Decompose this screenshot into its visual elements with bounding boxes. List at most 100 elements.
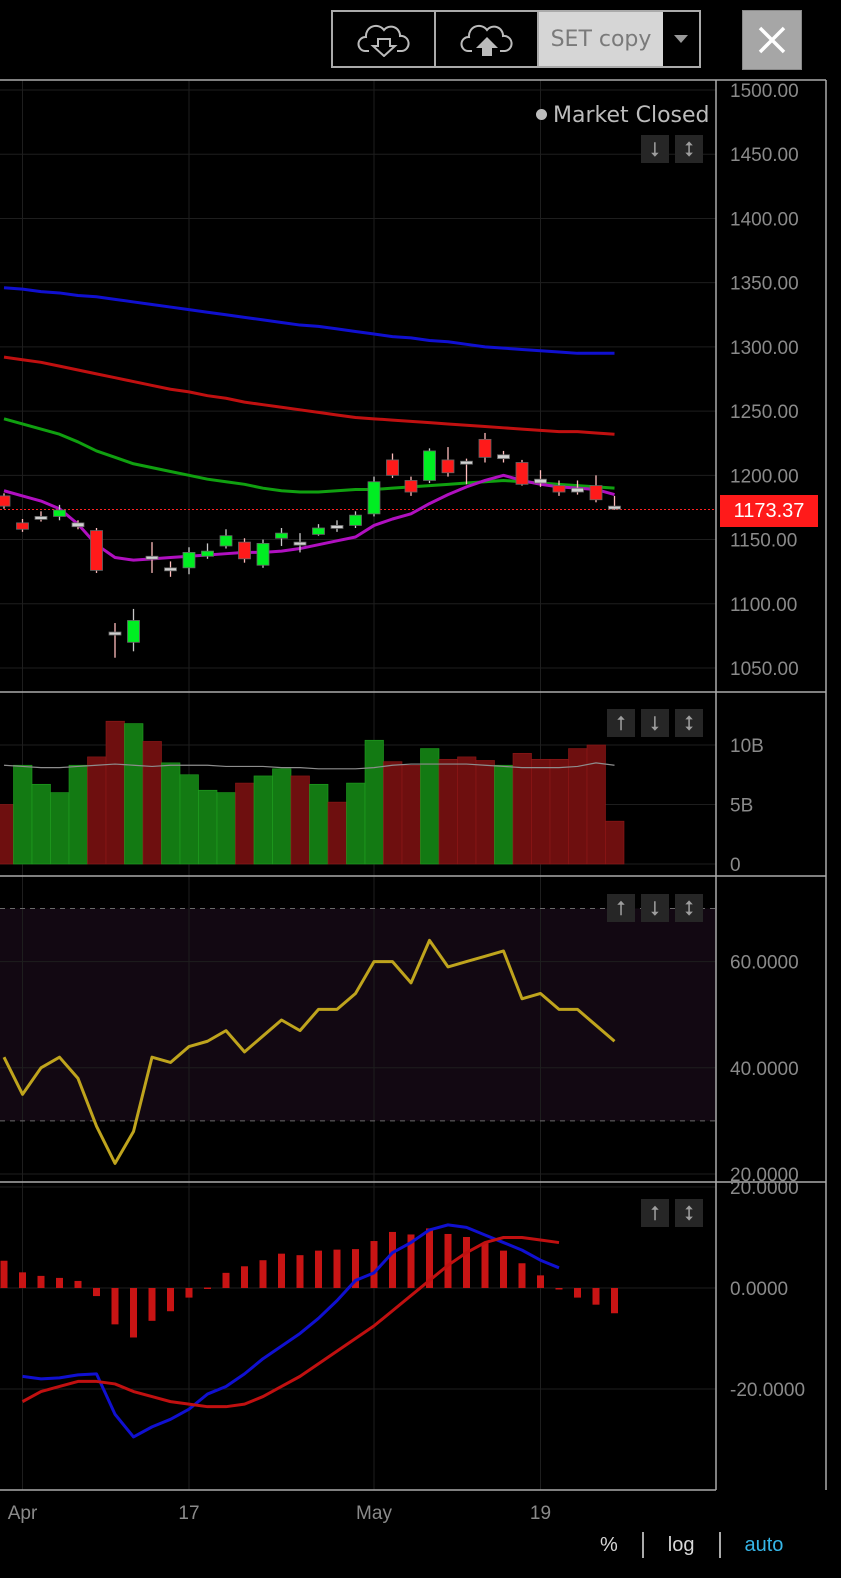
- y-tick-label: 0: [730, 855, 741, 876]
- candle-body: [219, 535, 233, 547]
- moving-average-line: [3, 473, 615, 562]
- oscillator-resize-button[interactable]: ⭥: [675, 894, 703, 922]
- macd-histogram-bar: [93, 1288, 100, 1297]
- price-pane: [0, 286, 716, 658]
- y-tick-label: 40.0000: [730, 1059, 799, 1080]
- volume-bar: [420, 748, 440, 865]
- price-resize-button[interactable]: ⭥: [675, 135, 703, 163]
- candle-body: [164, 567, 177, 572]
- volume-bar: [586, 744, 606, 865]
- set-copy-button[interactable]: SET copy: [539, 12, 663, 66]
- volume-bar: [346, 782, 366, 865]
- macd-line: [21, 1236, 560, 1409]
- volume-bar: [216, 792, 236, 865]
- candle-body: [145, 555, 159, 560]
- price-move-down-button[interactable]: ⭣: [641, 135, 669, 163]
- option-divider: [718, 1532, 721, 1558]
- macd-histogram-bar: [537, 1275, 544, 1288]
- macd-histogram-bar: [204, 1287, 211, 1289]
- y-tick-label: 0.0000: [730, 1279, 788, 1300]
- volume-bar: [327, 801, 347, 865]
- candle-body: [34, 516, 48, 520]
- macd-resize-button[interactable]: ⭥: [675, 1199, 703, 1227]
- macd-histogram-bar: [611, 1288, 618, 1314]
- volume-bar: [31, 783, 51, 865]
- volume-bar: [364, 739, 384, 865]
- moving-average-line: [3, 417, 615, 494]
- log-scale-option[interactable]: log: [667, 1533, 695, 1556]
- candle-body: [404, 480, 418, 493]
- y-tick-label: 20.0000: [730, 1178, 799, 1199]
- market-status: Market Closed: [536, 103, 710, 128]
- cloud-upload-button[interactable]: [436, 12, 539, 66]
- macd-histogram-bar: [500, 1250, 507, 1288]
- y-tick-label: -20.0000: [730, 1380, 805, 1401]
- volume-bar: [309, 783, 329, 865]
- time-axis: Apr 17 May 19: [8, 1503, 551, 1524]
- volume-bar: [198, 789, 218, 865]
- candle-body: [238, 541, 251, 560]
- oscillator-move-down-button[interactable]: ⭣: [641, 894, 669, 922]
- x-tick-label: 17: [178, 1503, 199, 1524]
- macd-histogram-bar: [352, 1249, 359, 1288]
- volume-move-down-button[interactable]: ⭣: [641, 709, 669, 737]
- candle-body: [608, 505, 621, 510]
- macd-histogram-bar: [74, 1280, 82, 1288]
- candle-body: [349, 514, 362, 526]
- oscillator-pane: [2, 938, 616, 1165]
- candle-body: [423, 450, 436, 481]
- volume-average-line: [3, 762, 615, 770]
- macd-histogram-bar: [389, 1231, 396, 1288]
- volume-bar: [105, 720, 125, 865]
- volume-resize-button[interactable]: ⭥: [675, 709, 703, 737]
- volume-bar: [87, 756, 107, 865]
- macd-histogram-bar: [463, 1236, 470, 1288]
- volume-bar: [161, 762, 181, 865]
- volume-bar: [605, 820, 625, 865]
- candle-body: [201, 550, 214, 557]
- macd-histogram-bar: [407, 1234, 415, 1288]
- y-tick-label: 1150.00: [730, 531, 797, 552]
- candle-body: [293, 541, 307, 546]
- candle-body: [515, 462, 529, 485]
- macd-histogram-bar: [259, 1260, 267, 1288]
- macd-histogram-bar: [185, 1288, 193, 1298]
- y-tick-label: 1050.00: [730, 659, 799, 680]
- percent-scale-option[interactable]: %: [600, 1533, 618, 1556]
- volume-bar: [457, 756, 477, 865]
- macd-histogram-bar: [370, 1241, 378, 1288]
- y-tick-label: 1500.00: [730, 81, 799, 102]
- oscillator-move-up-button[interactable]: ⭡: [607, 894, 635, 922]
- volume-move-up-button[interactable]: ⭡: [607, 709, 635, 737]
- volume-bar: [50, 792, 70, 865]
- macd-histogram-bar: [111, 1288, 119, 1325]
- auto-scale-option[interactable]: auto: [744, 1533, 784, 1556]
- macd-histogram-bar: [130, 1288, 137, 1338]
- candle-body: [127, 620, 140, 643]
- macd-histogram-bar: [222, 1272, 230, 1288]
- macd-histogram-bar: [481, 1243, 489, 1288]
- macd-move-up-button[interactable]: ⭡: [641, 1199, 669, 1227]
- candle-body: [367, 481, 381, 515]
- set-dropdown-button[interactable]: [663, 12, 699, 66]
- y-tick-label: 1250.00: [730, 402, 799, 423]
- moving-average-line: [3, 286, 615, 355]
- macd-histogram-bar: [19, 1272, 26, 1288]
- close-button[interactable]: [742, 10, 802, 70]
- candle-body: [534, 478, 547, 484]
- candle-body: [108, 631, 122, 636]
- macd-histogram-bar: [518, 1263, 526, 1288]
- last-price-tag: 1173.37: [720, 495, 818, 527]
- volume-bar: [438, 758, 458, 865]
- volume-bar: [124, 723, 144, 865]
- macd-histogram-bar: [56, 1277, 63, 1288]
- macd-histogram-bar: [0, 1260, 8, 1288]
- moving-average-line: [3, 355, 615, 436]
- macd-histogram-bar: [426, 1228, 433, 1288]
- cloud-download-button[interactable]: [333, 12, 436, 66]
- volume-bar: [549, 758, 569, 865]
- y-tick-label: 60.0000: [730, 953, 799, 974]
- volume-bar: [290, 775, 310, 865]
- y-tick-label: 1100.00: [730, 595, 797, 616]
